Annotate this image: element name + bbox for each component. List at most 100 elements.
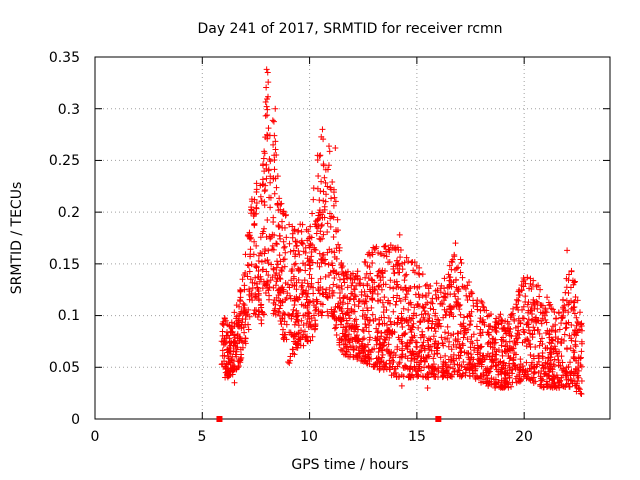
data-point [415,291,422,298]
data-point [368,304,375,311]
data-point [427,336,434,343]
data-point [441,275,448,282]
data-point [327,186,334,193]
data-point [299,290,306,297]
data-point [403,342,410,349]
data-point [477,326,484,333]
data-point [482,366,489,373]
data-point [320,251,327,258]
data-point [448,332,455,339]
data-point [239,339,246,346]
data-point [270,300,277,307]
data-point [429,300,436,307]
data-point [259,181,266,188]
data-point [401,277,408,284]
data-point [222,340,229,347]
data-point [364,293,371,300]
data-point [399,315,406,322]
data-point [462,325,469,332]
data-point [310,196,317,203]
data-point [574,329,581,336]
data-point [377,277,384,284]
data-point [324,229,331,236]
data-point [405,306,412,313]
data-point [575,372,582,379]
data-point [406,340,413,347]
data-point [332,304,339,311]
data-point [435,323,442,330]
data-point [504,346,511,353]
data-point [492,324,499,331]
data-point [408,357,415,364]
data-point [331,325,338,332]
data-point [442,294,449,301]
data-point [331,194,338,201]
data-point [577,355,584,362]
data-point [282,280,289,287]
data-point [344,284,351,291]
data-point [456,362,463,369]
data-point [489,344,496,351]
data-point [390,349,397,356]
data-point [468,288,475,295]
data-point [282,211,289,218]
data-point [361,258,368,265]
data-point [262,186,269,193]
data-point [393,284,400,291]
data-point [261,188,268,195]
data-point [452,293,459,300]
data-point [303,296,310,303]
data-point [424,371,431,378]
data-point [526,341,533,348]
data-point [568,335,575,342]
data-point [535,355,542,362]
data-point [455,264,462,271]
data-point [492,339,499,346]
data-point [577,354,584,361]
data-point [366,361,373,368]
data-point [279,264,286,271]
data-point [328,195,335,202]
data-point [338,305,345,312]
data-point [455,336,462,343]
data-point [366,336,373,343]
data-point [405,258,412,265]
data-point [306,299,313,306]
data-point [410,320,417,327]
data-point [425,290,432,297]
data-point [321,214,328,221]
data-point [542,370,549,377]
data-point [325,143,332,150]
data-point [396,295,403,302]
data-point [447,274,454,281]
x-axis-label: GPS time / hours [291,457,408,473]
data-point [458,348,465,355]
data-point [379,346,386,353]
data-point [548,305,555,312]
data-point [525,299,532,306]
data-point [444,335,451,342]
data-point [288,277,295,284]
data-point [542,363,549,370]
data-point [369,277,376,284]
data-point [317,236,324,243]
x-tick-labels: 0 5 10 15 20 [91,429,533,445]
y-tick-label: 0.05 [49,360,80,376]
data-point [433,345,440,352]
data-point [554,353,561,360]
data-point [560,312,567,319]
data-point [248,206,255,213]
data-point [483,379,490,386]
data-point [228,365,235,372]
data-point [495,346,502,353]
data-point [425,325,432,332]
data-point [319,126,326,133]
data-point [330,189,337,196]
data-point [541,312,548,319]
data-point [280,286,287,293]
data-point [446,303,453,310]
data-point [508,312,515,319]
data-point [276,232,283,239]
data-point [344,300,351,307]
data-point [264,96,271,103]
